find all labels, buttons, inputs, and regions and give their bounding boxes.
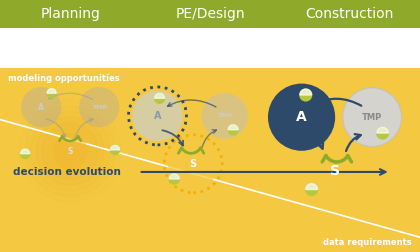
Text: A: A (296, 110, 307, 124)
Polygon shape (47, 89, 56, 93)
Circle shape (343, 88, 402, 147)
FancyArrowPatch shape (163, 130, 183, 146)
Polygon shape (377, 127, 388, 133)
Circle shape (268, 84, 335, 151)
FancyArrowPatch shape (49, 93, 92, 100)
Circle shape (145, 115, 241, 212)
Circle shape (36, 117, 104, 185)
Circle shape (110, 145, 120, 154)
Polygon shape (110, 145, 120, 150)
Circle shape (47, 89, 56, 98)
Circle shape (343, 88, 402, 147)
FancyArrowPatch shape (168, 100, 216, 107)
Text: S: S (330, 164, 340, 178)
Polygon shape (169, 174, 179, 179)
Bar (0, 0, 420, 28)
Circle shape (169, 174, 179, 184)
Circle shape (129, 99, 258, 228)
Polygon shape (155, 93, 165, 98)
FancyArrowPatch shape (315, 99, 361, 106)
Circle shape (300, 89, 312, 101)
Circle shape (137, 107, 249, 220)
Circle shape (79, 87, 119, 127)
Text: modeling opportunities: modeling opportunities (8, 74, 120, 83)
Text: TMP: TMP (92, 105, 107, 110)
Text: data requirements: data requirements (323, 238, 412, 247)
Circle shape (21, 149, 30, 158)
Polygon shape (300, 89, 312, 95)
FancyArrowPatch shape (346, 134, 361, 151)
Text: Construction: Construction (306, 7, 394, 21)
Circle shape (21, 87, 61, 127)
Bar (0, 68, 420, 252)
Circle shape (377, 127, 388, 139)
Circle shape (306, 184, 318, 195)
Circle shape (303, 140, 366, 203)
Text: PE/Design: PE/Design (175, 7, 245, 21)
Circle shape (202, 93, 248, 139)
Text: TMP: TMP (217, 113, 232, 118)
Circle shape (168, 139, 218, 189)
Circle shape (155, 93, 165, 103)
FancyArrowPatch shape (75, 118, 93, 138)
Circle shape (25, 106, 116, 196)
Text: S: S (190, 159, 197, 169)
Circle shape (153, 123, 234, 204)
Text: Planning: Planning (40, 7, 100, 21)
Circle shape (132, 91, 183, 141)
Text: A: A (154, 111, 161, 121)
Text: A: A (38, 103, 44, 112)
Circle shape (52, 134, 88, 169)
FancyArrowPatch shape (308, 137, 323, 149)
Circle shape (42, 123, 98, 179)
Polygon shape (228, 125, 238, 130)
Circle shape (228, 125, 238, 135)
Text: TMP: TMP (362, 113, 382, 122)
Polygon shape (306, 184, 318, 190)
Text: S: S (68, 147, 73, 156)
FancyArrowPatch shape (46, 119, 66, 137)
Polygon shape (21, 149, 30, 154)
Text: decision evolution: decision evolution (13, 167, 121, 177)
Circle shape (31, 112, 110, 191)
FancyArrowPatch shape (202, 130, 216, 147)
